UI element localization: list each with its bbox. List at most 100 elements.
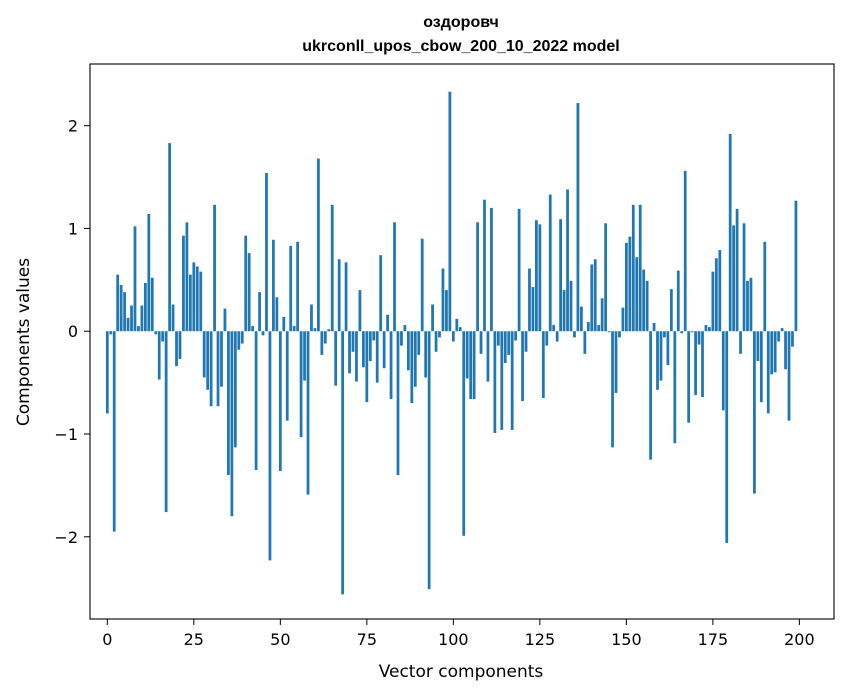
bar-178 [721,331,725,411]
bar-191 [766,331,770,414]
y-axis-ticks: −2 −1 0 1 2 [54,117,90,547]
bar-73 [358,290,362,332]
plot-frame [89,63,835,620]
bar-157 [649,331,652,460]
bar-104 [465,331,469,379]
bar-185 [746,280,749,332]
bar-112 [493,331,497,433]
bar-182 [735,208,739,332]
y-tick-label: 1 [68,219,78,238]
bar-139 [586,321,590,332]
bar-65 [330,204,334,332]
bar-14 [154,331,158,335]
x-tick-label: 175 [698,630,729,649]
bar-30 [209,331,213,407]
x-tick-label: 75 [357,630,377,649]
bar-26 [195,266,199,332]
bar-165 [676,270,680,332]
bar-114 [500,331,504,430]
bar-181 [732,225,736,332]
bar-22 [182,235,185,332]
bar-12 [147,214,151,332]
bar-111 [490,207,493,332]
bar-47 [268,331,272,561]
bar-121 [524,331,528,352]
bar-81 [386,314,389,332]
bar-69 [344,262,348,332]
chart-subtitle: ukrconll_upos_cbow_200_10_2022 model [302,38,619,55]
bar-54 [292,326,296,332]
bar-3 [116,274,120,332]
bar-68 [341,331,344,595]
x-tick-label: 100 [438,630,469,649]
bar-176 [714,258,718,332]
bar-184 [742,223,746,332]
bar-126 [541,331,545,399]
y-axis-label: Components values [14,258,34,426]
bar-162 [666,331,670,366]
bar-144 [604,223,607,332]
bar-150 [624,242,628,332]
bar-180 [728,133,732,332]
bar-25 [192,262,196,332]
bar-125 [538,224,542,332]
chart-title: оздоровч [423,14,499,31]
bar-129 [552,325,556,332]
bar-122 [528,268,531,332]
bar-138 [583,331,587,354]
bar-154 [638,204,642,332]
bar-9 [137,326,140,332]
bar-83 [393,222,396,332]
bar-109 [483,199,486,332]
bar-34 [223,308,227,332]
bar-85 [400,331,403,346]
bar-76 [368,331,372,362]
bar-145 [607,331,611,333]
bar-49 [275,297,279,332]
bar-95 [434,331,438,352]
bar-120 [521,331,524,402]
bar-71 [351,331,355,352]
bar-174 [708,327,711,332]
bar-20 [175,331,178,367]
bar-110 [486,331,490,382]
bar-170 [694,331,697,395]
bar-57 [303,331,306,381]
bar-0 [105,331,109,414]
bar-46 [265,172,268,332]
bar-143 [600,298,604,332]
bar-132 [562,290,566,332]
bar-141 [593,259,597,332]
x-tick-label: 0 [102,630,112,649]
bar-64 [327,329,331,332]
bar-97 [441,268,445,332]
bar-196 [784,331,787,370]
bar-189 [759,331,763,403]
bar-82 [389,331,393,400]
bar-130 [555,331,559,342]
bar-28 [202,331,206,378]
bar-48 [272,239,275,332]
bar-168 [687,331,691,423]
bar-160 [659,331,663,381]
bar-119 [517,208,521,332]
bar-92 [424,331,428,378]
y-tick-label: −2 [54,528,78,547]
bar-2 [112,331,116,532]
bar-193 [773,331,777,373]
y-tick-label: −1 [54,425,78,444]
bar-135 [573,331,576,338]
bar-56 [299,331,303,438]
bar-100 [451,331,455,342]
bar-23 [185,222,189,332]
bar-33 [220,331,223,387]
bar-142 [597,325,601,332]
bar-147 [614,331,618,393]
bar-93 [427,331,431,590]
bar-149 [621,307,625,332]
bar-78 [375,331,379,383]
bar-21 [178,331,182,359]
bar-179 [725,331,729,543]
bar-87 [406,331,410,371]
